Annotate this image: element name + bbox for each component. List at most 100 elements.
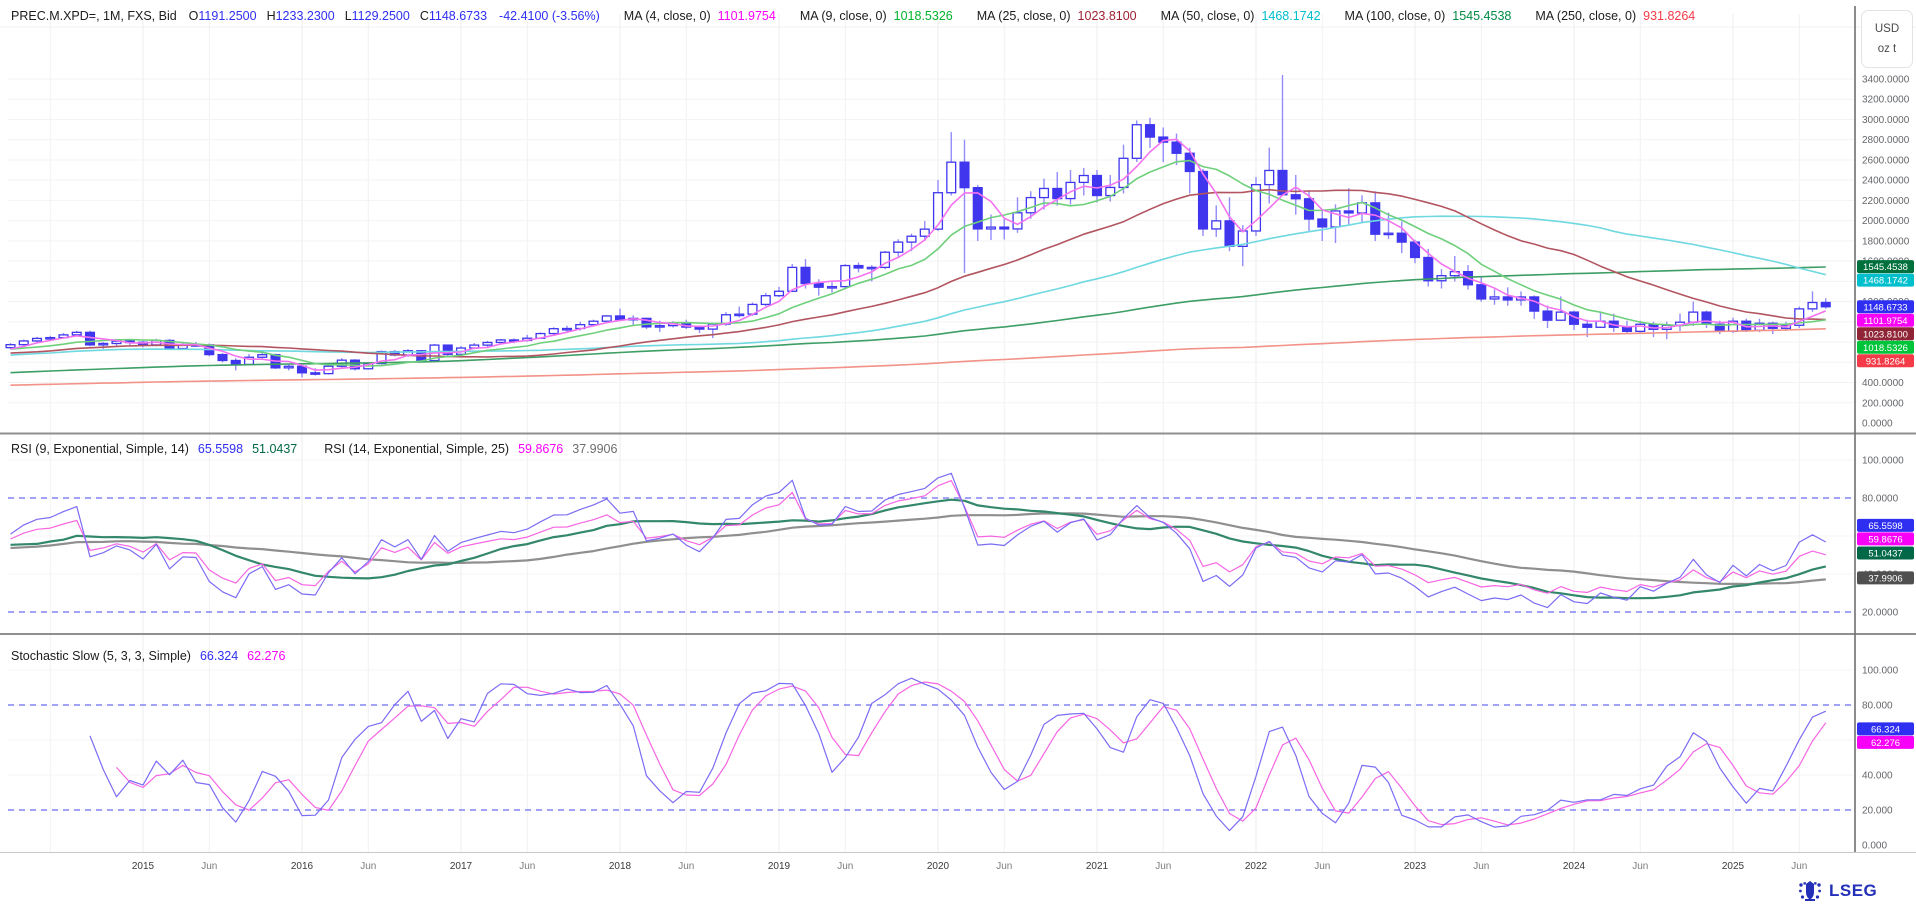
svg-text:0.000: 0.000: [1862, 841, 1887, 852]
lseg-crest-icon: [1799, 881, 1821, 901]
svg-text:3000.0000: 3000.0000: [1862, 115, 1910, 126]
rsi14-sma-line[interactable]: [10, 512, 1826, 586]
axis-weight-label: oz t: [1877, 43, 1897, 55]
low-readout: L1129.2500: [344, 9, 410, 23]
svg-text:Jun: Jun: [360, 861, 376, 872]
svg-text:Jun: Jun: [996, 861, 1012, 872]
price-value-badges: 1545.4538 1468.1742 1148.6733 1101.9754 1023…: [1857, 260, 1914, 368]
ma4-legend[interactable]: MA (4, close, 0) 1101.9754: [623, 9, 776, 23]
rsi9-value: 65.5598: [197, 442, 244, 456]
price-axis-labels: 0.0000200.0000400.0000600.0000800.000010…: [1862, 75, 1910, 430]
svg-text:2022: 2022: [1245, 861, 1268, 872]
svg-text:2023: 2023: [1404, 861, 1427, 872]
ma50-legend[interactable]: MA (50, close, 0) 1468.1742: [1160, 9, 1321, 23]
svg-text:2200.0000: 2200.0000: [1862, 196, 1910, 207]
open-readout: O1191.2500: [188, 9, 257, 23]
svg-text:1800.0000: 1800.0000: [1862, 236, 1910, 247]
ma100-legend[interactable]: MA (100, close, 0) 1545.4538: [1344, 9, 1512, 23]
svg-text:3200.0000: 3200.0000: [1862, 95, 1910, 106]
rsi14-sma-value: 37.9906: [572, 442, 618, 456]
svg-text:37.9906: 37.9906: [1868, 573, 1902, 584]
svg-text:2018: 2018: [609, 861, 632, 872]
svg-text:400.0000: 400.0000: [1862, 378, 1904, 389]
svg-text:2020: 2020: [927, 861, 950, 872]
pane-separators: [0, 6, 1916, 853]
rsi9-label: RSI (9, Exponential, Simple, 14): [11, 442, 189, 456]
svg-text:2017: 2017: [450, 861, 473, 872]
svg-text:931.8264: 931.8264: [1866, 356, 1906, 367]
svg-text:Jun: Jun: [519, 861, 535, 872]
time-axis-labels: 2015 Jun 2016 Jun 2017 Jun 2018 Jun 2019 Jun 2020 J…: [132, 861, 1807, 872]
stochastic-legend[interactable]: Stochastic Slow (5, 3, 3, Simple) 66.324…: [11, 649, 294, 663]
svg-text:0.0000: 0.0000: [1862, 419, 1893, 430]
ma250-line[interactable]: [10, 328, 1826, 386]
svg-text:2600.0000: 2600.0000: [1862, 155, 1910, 166]
price-axis-unit: USD oz t: [1861, 10, 1913, 68]
svg-text:Jun: Jun: [837, 861, 853, 872]
svg-text:2400.0000: 2400.0000: [1862, 176, 1910, 187]
price-pane-canvas[interactable]: [8, 28, 1855, 432]
ma4-line[interactable]: [10, 138, 1827, 371]
svg-text:1023.8100: 1023.8100: [1863, 329, 1908, 340]
svg-text:66.324: 66.324: [1871, 724, 1900, 735]
svg-text:Jun: Jun: [678, 861, 694, 872]
svg-text:Jun: Jun: [1314, 861, 1330, 872]
ma25-line[interactable]: [10, 188, 1826, 358]
svg-text:Jun: Jun: [1473, 861, 1489, 872]
ma9-line[interactable]: [10, 159, 1826, 367]
svg-text:2025: 2025: [1722, 861, 1745, 872]
stochastic-k-value: 66.324: [199, 649, 239, 663]
instrument-title[interactable]: PREC.M.XPD=, 1M, FXS, Bid: [11, 9, 177, 23]
svg-text:20.000: 20.000: [1862, 806, 1893, 817]
svg-text:2800.0000: 2800.0000: [1862, 135, 1910, 146]
lseg-wordmark: LSEG: [1829, 881, 1878, 900]
svg-text:62.276: 62.276: [1871, 738, 1900, 749]
svg-text:1545.4538: 1545.4538: [1863, 262, 1908, 273]
stochastic-value-badges: 66.324 62.276: [1857, 722, 1914, 749]
svg-text:2000.0000: 2000.0000: [1862, 216, 1910, 227]
ma9-legend[interactable]: MA (9, close, 0) 1018.5326: [799, 9, 953, 23]
ma250-legend[interactable]: MA (250, close, 0) 931.8264: [1535, 9, 1696, 23]
svg-text:100.0000: 100.0000: [1862, 456, 1904, 467]
axis-currency-label: USD: [1874, 23, 1900, 35]
rsi-value-badges: 65.5598 59.8676 51.0437 37.9906: [1857, 518, 1914, 585]
rsi14-line[interactable]: [10, 480, 1826, 594]
svg-text:2015: 2015: [132, 861, 155, 872]
rsi-legend[interactable]: RSI (9, Exponential, Simple, 14) 65.5598…: [11, 442, 626, 456]
price-legend: PREC.M.XPD=, 1M, FXS, Bid O1191.2500 H12…: [11, 9, 1695, 23]
rsi9-sma-value: 51.0437: [252, 442, 298, 456]
high-readout: H1233.2300: [266, 9, 335, 23]
rsi14-label: RSI (14, Exponential, Simple, 25): [324, 442, 510, 456]
svg-text:80.0000: 80.0000: [1862, 494, 1899, 505]
svg-text:1148.6733: 1148.6733: [1863, 302, 1907, 313]
svg-text:1018.5326: 1018.5326: [1863, 343, 1908, 354]
svg-text:59.8676: 59.8676: [1868, 534, 1902, 545]
svg-text:Jun: Jun: [1632, 861, 1648, 872]
svg-text:2024: 2024: [1563, 861, 1586, 872]
svg-text:20.0000: 20.0000: [1862, 608, 1899, 619]
svg-text:51.0437: 51.0437: [1868, 549, 1902, 560]
svg-text:1101.9754: 1101.9754: [1863, 316, 1907, 327]
svg-text:Jun: Jun: [1791, 861, 1807, 872]
stochastic-d-line[interactable]: [116, 681, 1827, 826]
svg-text:200.0000: 200.0000: [1862, 398, 1904, 409]
svg-text:80.000: 80.000: [1862, 701, 1893, 712]
svg-text:2019: 2019: [768, 861, 791, 872]
svg-text:Jun: Jun: [1155, 861, 1171, 872]
stochastic-k-line[interactable]: [89, 677, 1827, 832]
svg-text:3400.0000: 3400.0000: [1862, 75, 1910, 86]
rsi9-line[interactable]: [10, 472, 1827, 609]
svg-text:Jun: Jun: [201, 861, 217, 872]
change-readout: -42.4100 (-3.56%): [499, 9, 600, 23]
ma50-line[interactable]: [10, 215, 1826, 356]
svg-text:40.000: 40.000: [1862, 771, 1893, 782]
lseg-logo: LSEG: [1797, 880, 1877, 902]
stochastic-label: Stochastic Slow (5, 3, 3, Simple): [11, 649, 191, 663]
svg-text:2021: 2021: [1086, 861, 1109, 872]
svg-text:1468.1742: 1468.1742: [1863, 276, 1908, 287]
stochastic-pane-canvas[interactable]: [8, 636, 1855, 851]
ma25-legend[interactable]: MA (25, close, 0) 1023.8100: [976, 9, 1137, 23]
